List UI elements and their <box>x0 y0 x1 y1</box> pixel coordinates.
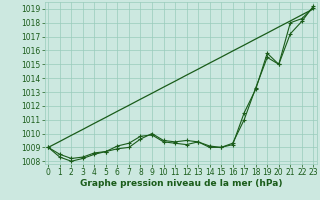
X-axis label: Graphe pression niveau de la mer (hPa): Graphe pression niveau de la mer (hPa) <box>80 179 282 188</box>
